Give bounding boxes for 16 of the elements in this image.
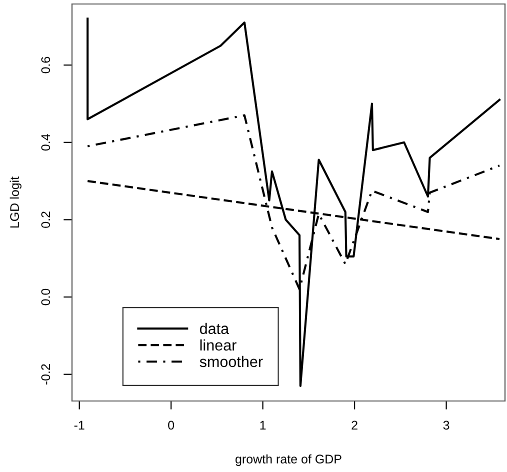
- y-tick-label: 0.2: [41, 212, 50, 228]
- y-tick-label: 0.0: [41, 288, 50, 306]
- x-tick-label: 1: [260, 420, 266, 430]
- legend-label: linear: [200, 339, 236, 351]
- y-tick-label: 0.6: [41, 56, 50, 74]
- y-tick-label: 0.4: [41, 134, 50, 151]
- x-tick-label: 3: [443, 420, 450, 430]
- y-axis-title: LGD logit: [10, 176, 22, 228]
- y-tick-label: -0.2: [41, 364, 50, 385]
- x-tick-label: 2: [352, 420, 358, 430]
- x-axis-title: growth rate of GDP: [236, 454, 342, 466]
- x-tick-label: 0: [168, 420, 174, 430]
- line-series: [86, 18, 501, 387]
- x-tick-label: -1: [74, 420, 84, 430]
- legend-label: smoother: [200, 356, 263, 368]
- legend-label: data: [200, 322, 230, 334]
